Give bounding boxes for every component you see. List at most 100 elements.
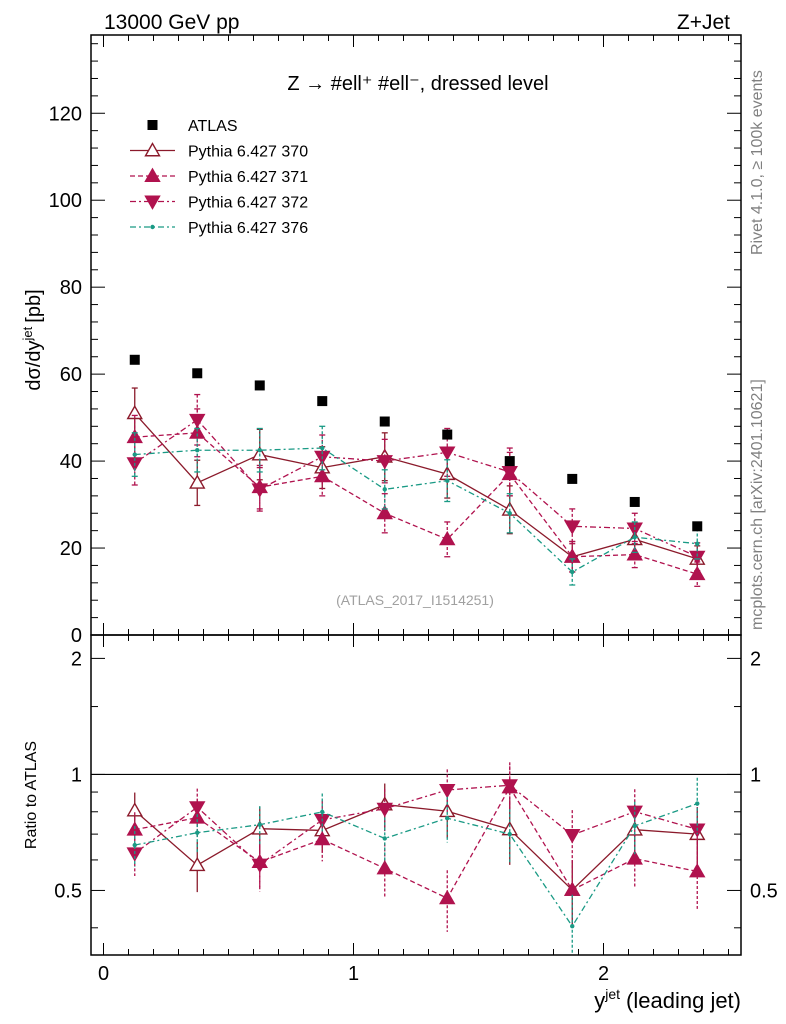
ratio-point — [507, 831, 512, 837]
ratio-line — [134, 786, 698, 900]
data-point — [195, 448, 200, 453]
data-point — [689, 565, 706, 581]
series-line — [134, 432, 698, 575]
legend-label: Pythia 6.427 372 — [188, 195, 308, 212]
atlas-point — [442, 429, 453, 440]
header-left: 13000 GeV pp — [104, 11, 239, 34]
y-tick-label: 20 — [60, 538, 82, 560]
y-tick-label: 80 — [60, 277, 82, 299]
ratio-point — [195, 830, 200, 835]
ratio-axis-label: Ratio to ATLAS — [23, 741, 40, 849]
y-axis-label: dσ/dyjet [pb] — [20, 289, 45, 390]
data-point — [257, 448, 262, 453]
data-point — [439, 530, 456, 546]
ratio-point — [501, 779, 518, 794]
ratio-point — [382, 836, 387, 841]
data-point — [126, 404, 143, 420]
data-point — [695, 541, 700, 546]
ratio-point — [132, 842, 137, 848]
ratio-point — [689, 863, 706, 878]
data-group — [129, 354, 703, 532]
series-pythia-6-427-371 — [126, 408, 706, 932]
ratio-point — [376, 860, 393, 875]
y-tick-label: 0 — [71, 625, 82, 647]
x-axis-label: yjet (leading jet) — [594, 986, 741, 1013]
y-axis-label-tail: [pb] — [23, 289, 45, 322]
legend-label: Pythia 6.427 376 — [188, 220, 308, 237]
series-group — [126, 387, 706, 955]
x-tick-label: 0 — [98, 963, 109, 985]
data-point — [376, 455, 393, 470]
y-tick-label: 40 — [60, 451, 82, 473]
data-point — [189, 413, 206, 429]
atlas-point — [567, 473, 578, 484]
data-point — [445, 478, 450, 483]
series-pythia-6-427-376 — [131, 425, 701, 955]
atlas-point — [129, 354, 140, 365]
y-tick-label: 120 — [49, 103, 82, 125]
legend-label: Pythia 6.427 371 — [188, 169, 308, 186]
ratio-point — [189, 856, 206, 872]
ratio-point — [189, 801, 206, 816]
series-pythia-6-427-372 — [126, 393, 706, 892]
ratio-point — [376, 802, 393, 818]
data-point — [507, 511, 512, 516]
ratio-point — [445, 815, 450, 821]
ratio-point — [632, 823, 637, 829]
ratio-point — [320, 809, 325, 815]
x-axis-label-main: y — [594, 988, 605, 1013]
ratio-tick-label: 1 — [71, 764, 82, 786]
atlas-point — [254, 380, 265, 391]
data-point — [132, 452, 137, 457]
ratio-point — [564, 829, 581, 844]
ratio-tick-label-right: 2 — [750, 648, 761, 670]
ratio-line — [134, 803, 698, 891]
ratio-point — [570, 923, 575, 929]
atlas-point — [317, 396, 328, 407]
ratio-panel-frame — [90, 634, 742, 956]
rivet-label: Rivet 4.1.0, ≥ 100k events — [749, 70, 766, 255]
data-point — [570, 569, 575, 575]
legend: ATLAS Pythia 6.427 370 Pythia 6.427 371 Pyt… — [130, 118, 308, 237]
atlas-point — [692, 521, 703, 532]
ratio-point — [439, 889, 456, 905]
data-point — [564, 548, 581, 563]
data-point — [189, 474, 206, 489]
atlas-point — [192, 368, 203, 379]
data-point — [501, 466, 518, 481]
ratio-point — [126, 802, 143, 817]
data-point — [632, 534, 637, 540]
data-point — [439, 446, 456, 461]
y-axis-label-main: dσ/dy — [23, 340, 45, 390]
ratio-tick-label-right: 0.5 — [750, 880, 778, 902]
data-point — [564, 520, 581, 535]
ratio-point — [257, 822, 262, 827]
analysis-id: (ATLAS_2017_I1514251) — [336, 592, 494, 608]
data-point — [376, 504, 393, 520]
legend-marker — [144, 195, 161, 210]
data-point — [689, 550, 706, 566]
y-axis-label-sup: jet — [20, 326, 35, 341]
ratio-line — [134, 802, 698, 928]
series-line — [134, 418, 698, 558]
data-point — [382, 487, 387, 492]
x-tick-label: 2 — [598, 963, 609, 985]
data-point — [320, 445, 325, 451]
mcplots-label: mcplots.cern.ch [arXiv:2401.10621] — [749, 379, 766, 630]
legend-marker — [144, 142, 161, 157]
series-pythia-6-427-370 — [126, 387, 706, 927]
series-line — [134, 447, 698, 573]
legend-marker-atlas — [147, 120, 158, 130]
legend-label: ATLAS — [188, 118, 238, 135]
y-tick-label: 100 — [49, 190, 82, 212]
ratio-tick-label-right: 1 — [750, 764, 761, 786]
atlas-point — [379, 416, 390, 427]
ratio-tick-label: 2 — [71, 648, 82, 670]
header-right: Z+Jet — [677, 11, 730, 34]
ratio-tick-label: 0.5 — [54, 880, 82, 902]
atlas-point — [504, 456, 515, 467]
legend-label: Pythia 6.427 370 — [188, 144, 308, 161]
chart-title: Z → #ell⁺ #ell⁻, dressed level — [287, 73, 548, 95]
